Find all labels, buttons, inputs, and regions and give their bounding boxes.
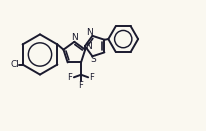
Text: N: N [71,33,77,42]
Text: F: F [89,73,94,82]
Text: F: F [78,81,83,90]
Text: N: N [85,42,91,51]
Text: Cl: Cl [10,60,19,69]
Text: F: F [67,73,72,82]
Text: S: S [90,55,95,64]
Text: N: N [86,28,93,37]
